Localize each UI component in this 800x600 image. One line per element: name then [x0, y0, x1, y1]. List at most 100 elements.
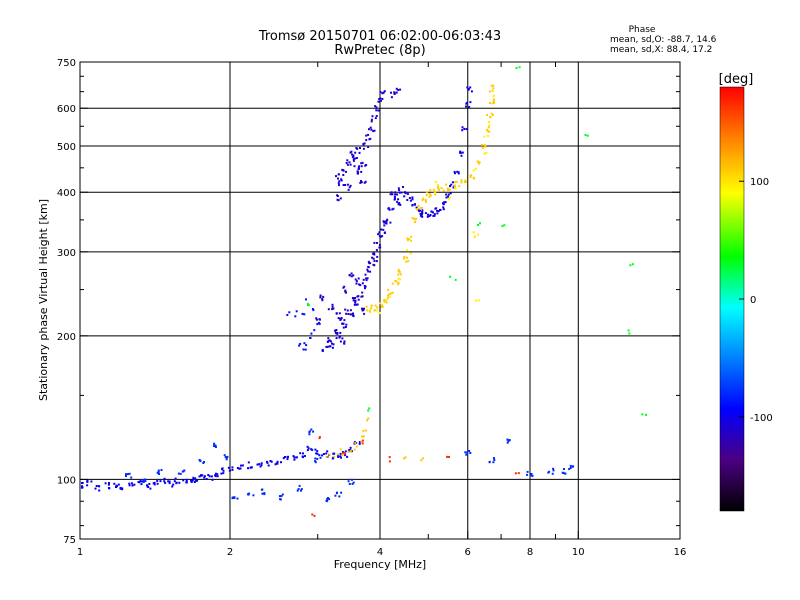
data-point: [319, 318, 321, 321]
data-point: [339, 452, 342, 455]
data-point: [340, 456, 342, 459]
data-point: [361, 307, 363, 310]
data-point: [192, 476, 195, 479]
data-point: [168, 482, 171, 485]
data-point: [240, 464, 242, 467]
data-point: [506, 438, 509, 441]
data-point: [157, 471, 160, 473]
data-point: [286, 458, 289, 461]
data-point: [177, 472, 180, 475]
x-axis-label: Frequency [MHz]: [334, 558, 426, 571]
data-point: [308, 431, 311, 434]
data-point: [236, 467, 239, 469]
data-point: [207, 474, 210, 476]
data-point: [450, 183, 453, 186]
data-point: [372, 263, 375, 266]
data-point: [425, 194, 428, 197]
data-point: [547, 471, 550, 474]
data-point: [491, 114, 494, 116]
data-point: [310, 332, 313, 335]
data-point: [382, 91, 385, 94]
data-point: [455, 180, 458, 183]
data-point: [404, 191, 407, 194]
data-point: [407, 260, 410, 263]
data-point: [434, 181, 437, 183]
data-point: [402, 186, 404, 188]
data-point: [385, 222, 388, 225]
data-point: [108, 487, 110, 489]
data-point: [399, 278, 402, 281]
data-point: [174, 477, 177, 480]
data-point: [492, 100, 495, 103]
data-point: [481, 147, 484, 150]
data-point: [354, 151, 357, 154]
data-point: [492, 84, 495, 87]
data-point: [364, 273, 367, 276]
data-point: [352, 154, 355, 157]
data-point: [144, 480, 147, 483]
data-point: [389, 193, 392, 196]
data-point: [399, 273, 402, 276]
data-point: [406, 192, 409, 195]
data-point: [365, 305, 368, 308]
data-point: [344, 450, 347, 453]
data-point: [336, 194, 339, 197]
data-point: [292, 455, 295, 458]
data-point: [448, 188, 451, 191]
data-point: [388, 456, 391, 459]
data-point: [173, 480, 176, 483]
data-point: [338, 495, 341, 498]
data-point: [389, 221, 392, 224]
data-point: [331, 308, 334, 311]
data-point: [316, 450, 319, 453]
data-point: [383, 299, 385, 302]
data-point: [315, 317, 318, 320]
data-point: [485, 151, 488, 154]
data-point: [381, 235, 384, 238]
data-point: [488, 124, 491, 127]
data-point: [205, 478, 208, 480]
data-point: [408, 197, 411, 199]
data-point: [436, 209, 439, 212]
data-point: [306, 302, 309, 305]
data-point: [117, 483, 120, 486]
data-point: [379, 97, 382, 100]
data-point: [466, 86, 469, 89]
data-point: [415, 217, 418, 220]
data-point: [435, 207, 438, 210]
data-point: [369, 262, 372, 265]
data-point: [318, 436, 321, 439]
data-point: [341, 337, 344, 340]
data-point: [359, 147, 361, 149]
data-point: [302, 348, 305, 351]
data-point: [357, 295, 360, 298]
data-point: [378, 235, 381, 238]
data-point: [362, 144, 365, 147]
data-point: [395, 87, 398, 90]
data-point: [356, 147, 359, 150]
data-point: [185, 478, 188, 481]
data-point: [447, 198, 450, 201]
data-point: [348, 483, 351, 485]
data-point: [477, 233, 479, 236]
data-point: [266, 460, 268, 463]
data-point: [383, 300, 386, 303]
data-point: [360, 180, 362, 182]
data-point: [568, 468, 571, 471]
data-point: [349, 313, 352, 316]
data-point: [454, 172, 456, 175]
data-point: [394, 279, 397, 282]
data-point: [461, 126, 464, 129]
data-point: [376, 242, 378, 244]
data-point: [460, 154, 463, 157]
data-point: [351, 153, 354, 156]
data-point: [492, 95, 495, 98]
data-point: [199, 460, 202, 463]
data-point: [424, 212, 427, 215]
y-tick-label: 75: [63, 535, 76, 546]
data-point: [483, 144, 486, 147]
data-point: [203, 476, 206, 479]
data-point: [364, 429, 367, 432]
data-point: [138, 481, 141, 484]
data-point: [336, 454, 339, 457]
